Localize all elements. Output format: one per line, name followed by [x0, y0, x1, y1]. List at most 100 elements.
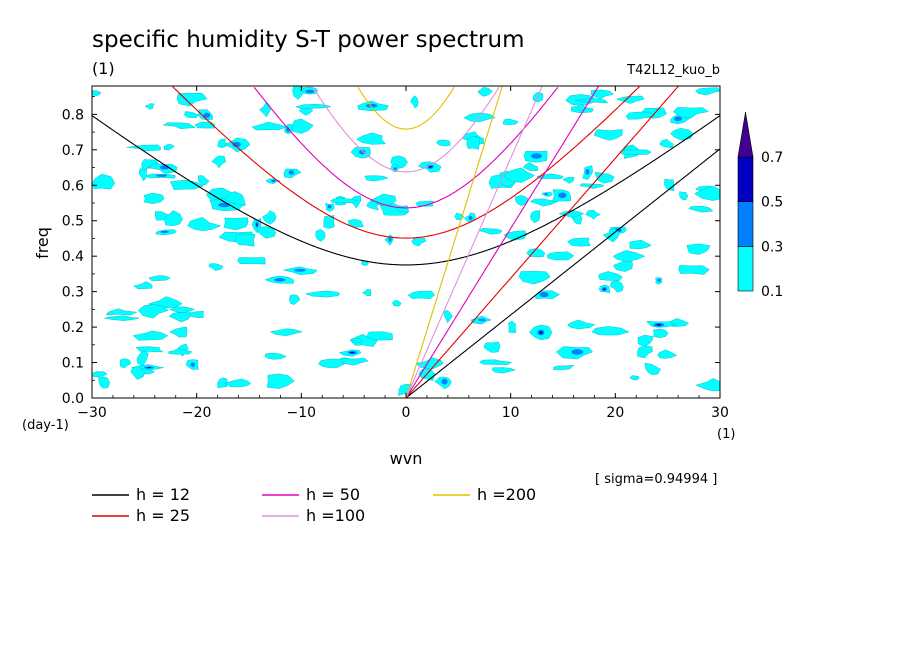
contour-blob — [532, 91, 544, 103]
contour-blob — [91, 90, 102, 97]
contour-blob — [664, 178, 675, 192]
contour-blob — [350, 334, 378, 347]
colorbar: 0.1 0.3 0.5 0.7 — [737, 111, 783, 300]
contour-blob — [670, 127, 694, 141]
curve-gravity-h50 — [253, 86, 559, 209]
curve-gravity-h100 — [312, 86, 500, 173]
contour-blob — [289, 294, 301, 305]
contour-core — [441, 378, 448, 385]
contour-core — [393, 167, 397, 171]
contour-blob — [330, 198, 359, 204]
contour-blob — [686, 243, 711, 255]
curve-kelvin-h100 — [405, 86, 543, 399]
curve-kelvin-h12 — [405, 148, 721, 399]
contour-blob — [415, 357, 444, 370]
contour-blob — [91, 371, 108, 378]
contour-core — [274, 278, 286, 282]
contour-blob — [567, 237, 591, 247]
contour-blob — [546, 251, 575, 261]
contour-blob — [105, 308, 138, 316]
contour-blob — [483, 341, 501, 353]
contour-peak — [539, 331, 543, 334]
contour-blob — [443, 309, 453, 324]
contour-blob — [415, 201, 435, 207]
contour-blob — [366, 331, 393, 341]
contour-core — [288, 170, 295, 175]
contour-blob — [598, 271, 623, 281]
colorbar-segment — [737, 246, 754, 292]
contour-blob — [104, 315, 140, 321]
contour-blob — [184, 111, 199, 118]
y-tick-label: 0.3 — [62, 285, 84, 301]
contour-core — [156, 174, 167, 177]
contour-blob — [392, 300, 402, 307]
contour-blob — [644, 362, 661, 375]
curve-gravity-h12 — [91, 115, 721, 266]
x-tick-label: −30 — [77, 405, 107, 421]
legend-label: h =100 — [306, 506, 365, 525]
y-axis-label: freq — [33, 227, 52, 259]
contour-core — [657, 278, 661, 282]
contour-blob — [137, 304, 169, 319]
y-tick-label: 0.2 — [62, 320, 84, 336]
contour-blob — [356, 132, 386, 145]
contour-blob — [349, 338, 362, 344]
contour-blob — [695, 87, 721, 96]
colorbar-extension — [737, 111, 754, 158]
legend-label: h = 50 — [306, 485, 360, 504]
curve-kelvin-h25 — [405, 86, 679, 399]
contour-blob — [514, 195, 529, 206]
contour-blob — [295, 103, 332, 110]
contour-blob — [292, 118, 314, 134]
contour-blob — [347, 218, 364, 228]
contour-blob — [591, 326, 630, 336]
contour-blob — [133, 281, 153, 290]
contour-blob — [678, 265, 710, 275]
contour-blob — [694, 185, 721, 201]
contour-blob — [251, 121, 288, 131]
contour-blob — [364, 175, 389, 182]
contour-core — [571, 349, 584, 355]
contour-blob — [318, 358, 345, 368]
contour-peak — [656, 323, 662, 326]
contour-core — [305, 89, 315, 94]
contour-blob — [652, 328, 669, 338]
contour-blob — [262, 210, 277, 225]
contour-blob — [162, 122, 196, 129]
legend: h = 12 h = 25 h = 50 h =100 h =200 — [92, 485, 536, 525]
x-tick-label: −10 — [287, 405, 317, 421]
contour-blob — [590, 89, 615, 100]
contour-blob — [259, 101, 271, 118]
contour-blob — [194, 121, 216, 129]
contour-blob — [292, 85, 305, 100]
contour-core — [218, 202, 231, 208]
contour-blob — [567, 319, 596, 330]
axes-layer: −30 −20 −10 0 10 20 30 0.0 0.1 0.2 0.3 0.4 0.5 0.6 0.7… — [62, 86, 729, 421]
contour-blob — [436, 139, 451, 147]
contour-core — [539, 292, 549, 298]
contour-core — [232, 141, 241, 148]
contour-core — [327, 205, 332, 209]
contour-blob — [169, 326, 188, 338]
contour-blob — [518, 271, 551, 285]
contour-blob — [612, 259, 633, 272]
contour-blob — [522, 161, 539, 171]
contour-blob — [136, 349, 149, 367]
contour-blob — [593, 129, 623, 141]
x-tick-label: 30 — [711, 405, 729, 421]
legend-label: h = 25 — [136, 506, 190, 525]
x-tick-label: 10 — [502, 405, 520, 421]
chart-title: specific humidity S-T power spectrum — [92, 27, 524, 53]
contour-blob — [167, 348, 193, 355]
curve-kelvin-h200 — [405, 86, 503, 399]
contour-blob — [304, 290, 341, 298]
contour-blob — [637, 334, 654, 348]
contour-core — [359, 149, 366, 155]
contour-blob — [657, 349, 678, 359]
contour-blob — [625, 111, 655, 120]
colorbar-label: 0.3 — [761, 239, 783, 255]
colorbar-label: 0.7 — [761, 150, 783, 166]
contour-core — [190, 362, 196, 367]
contour-blob — [119, 358, 132, 369]
